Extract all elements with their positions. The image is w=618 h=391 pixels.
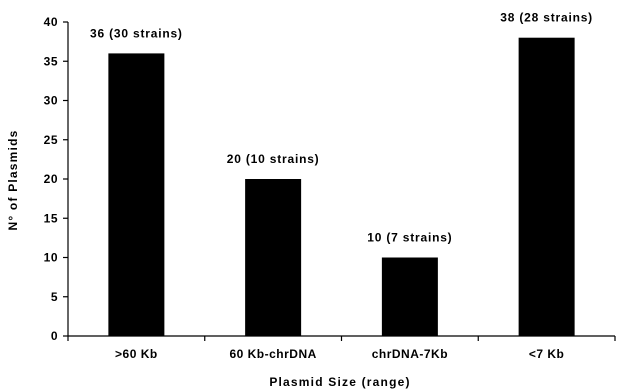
data-label: 20 (10 strains) [227, 152, 320, 166]
y-axis: 0 5 10 15 20 25 30 35 40 [44, 15, 69, 343]
bar [381, 257, 438, 336]
x-axis-title: Plasmid Size (range) [269, 375, 410, 389]
y-tick-label: 25 [44, 133, 58, 147]
bar [108, 53, 165, 337]
y-tick-label: 30 [44, 94, 58, 108]
y-tick-label: 0 [51, 329, 58, 343]
bar [518, 37, 575, 336]
y-tick-label: 15 [44, 211, 58, 225]
y-axis-title: N° of Plasmids [6, 130, 20, 231]
y-tick-label: 10 [44, 251, 58, 265]
data-label: 36 (30 strains) [90, 26, 183, 40]
bar [245, 179, 302, 336]
data-labels: 36 (30 strains) 20 (10 strains) 10 (7 stra… [90, 11, 593, 245]
y-tick-label: 20 [44, 172, 58, 186]
y-tick-label: 5 [51, 290, 58, 304]
y-tick-label: 40 [44, 15, 58, 29]
data-label: 10 (7 strains) [367, 231, 452, 245]
data-label: 38 (28 strains) [500, 11, 593, 25]
bars [108, 37, 575, 337]
y-tick-label: 35 [44, 54, 58, 68]
x-tick-label: chrDNA-7Kb [372, 347, 448, 361]
x-tick-label: >60 Kb [115, 347, 158, 361]
x-axis: >60 Kb 60 Kb-chrDNA chrDNA-7Kb <7 Kb [67, 335, 616, 361]
x-tick-label: 60 Kb-chrDNA [229, 347, 316, 361]
x-tick-label: <7 Kb [529, 347, 565, 361]
